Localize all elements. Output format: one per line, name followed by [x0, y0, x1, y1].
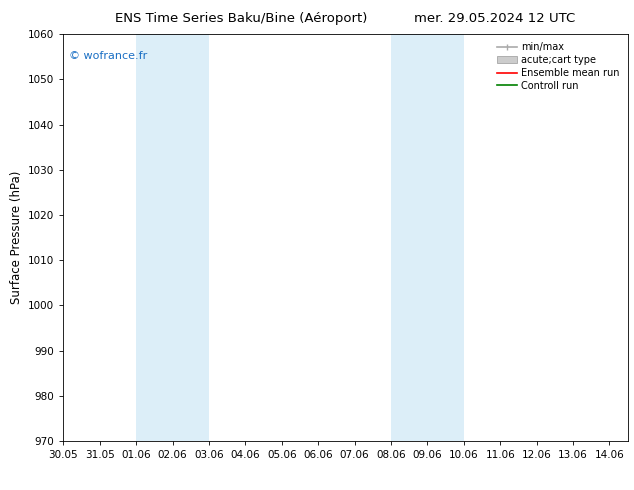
- Y-axis label: Surface Pressure (hPa): Surface Pressure (hPa): [10, 171, 23, 304]
- Bar: [136, 34, 209, 441]
- Text: © wofrance.fr: © wofrance.fr: [69, 50, 147, 61]
- Text: mer. 29.05.2024 12 UTC: mer. 29.05.2024 12 UTC: [414, 12, 575, 25]
- Bar: [391, 34, 464, 441]
- Text: ENS Time Series Baku/Bine (Aéroport): ENS Time Series Baku/Bine (Aéroport): [115, 12, 367, 25]
- Legend: min/max, acute;cart type, Ensemble mean run, Controll run: min/max, acute;cart type, Ensemble mean …: [494, 39, 623, 94]
